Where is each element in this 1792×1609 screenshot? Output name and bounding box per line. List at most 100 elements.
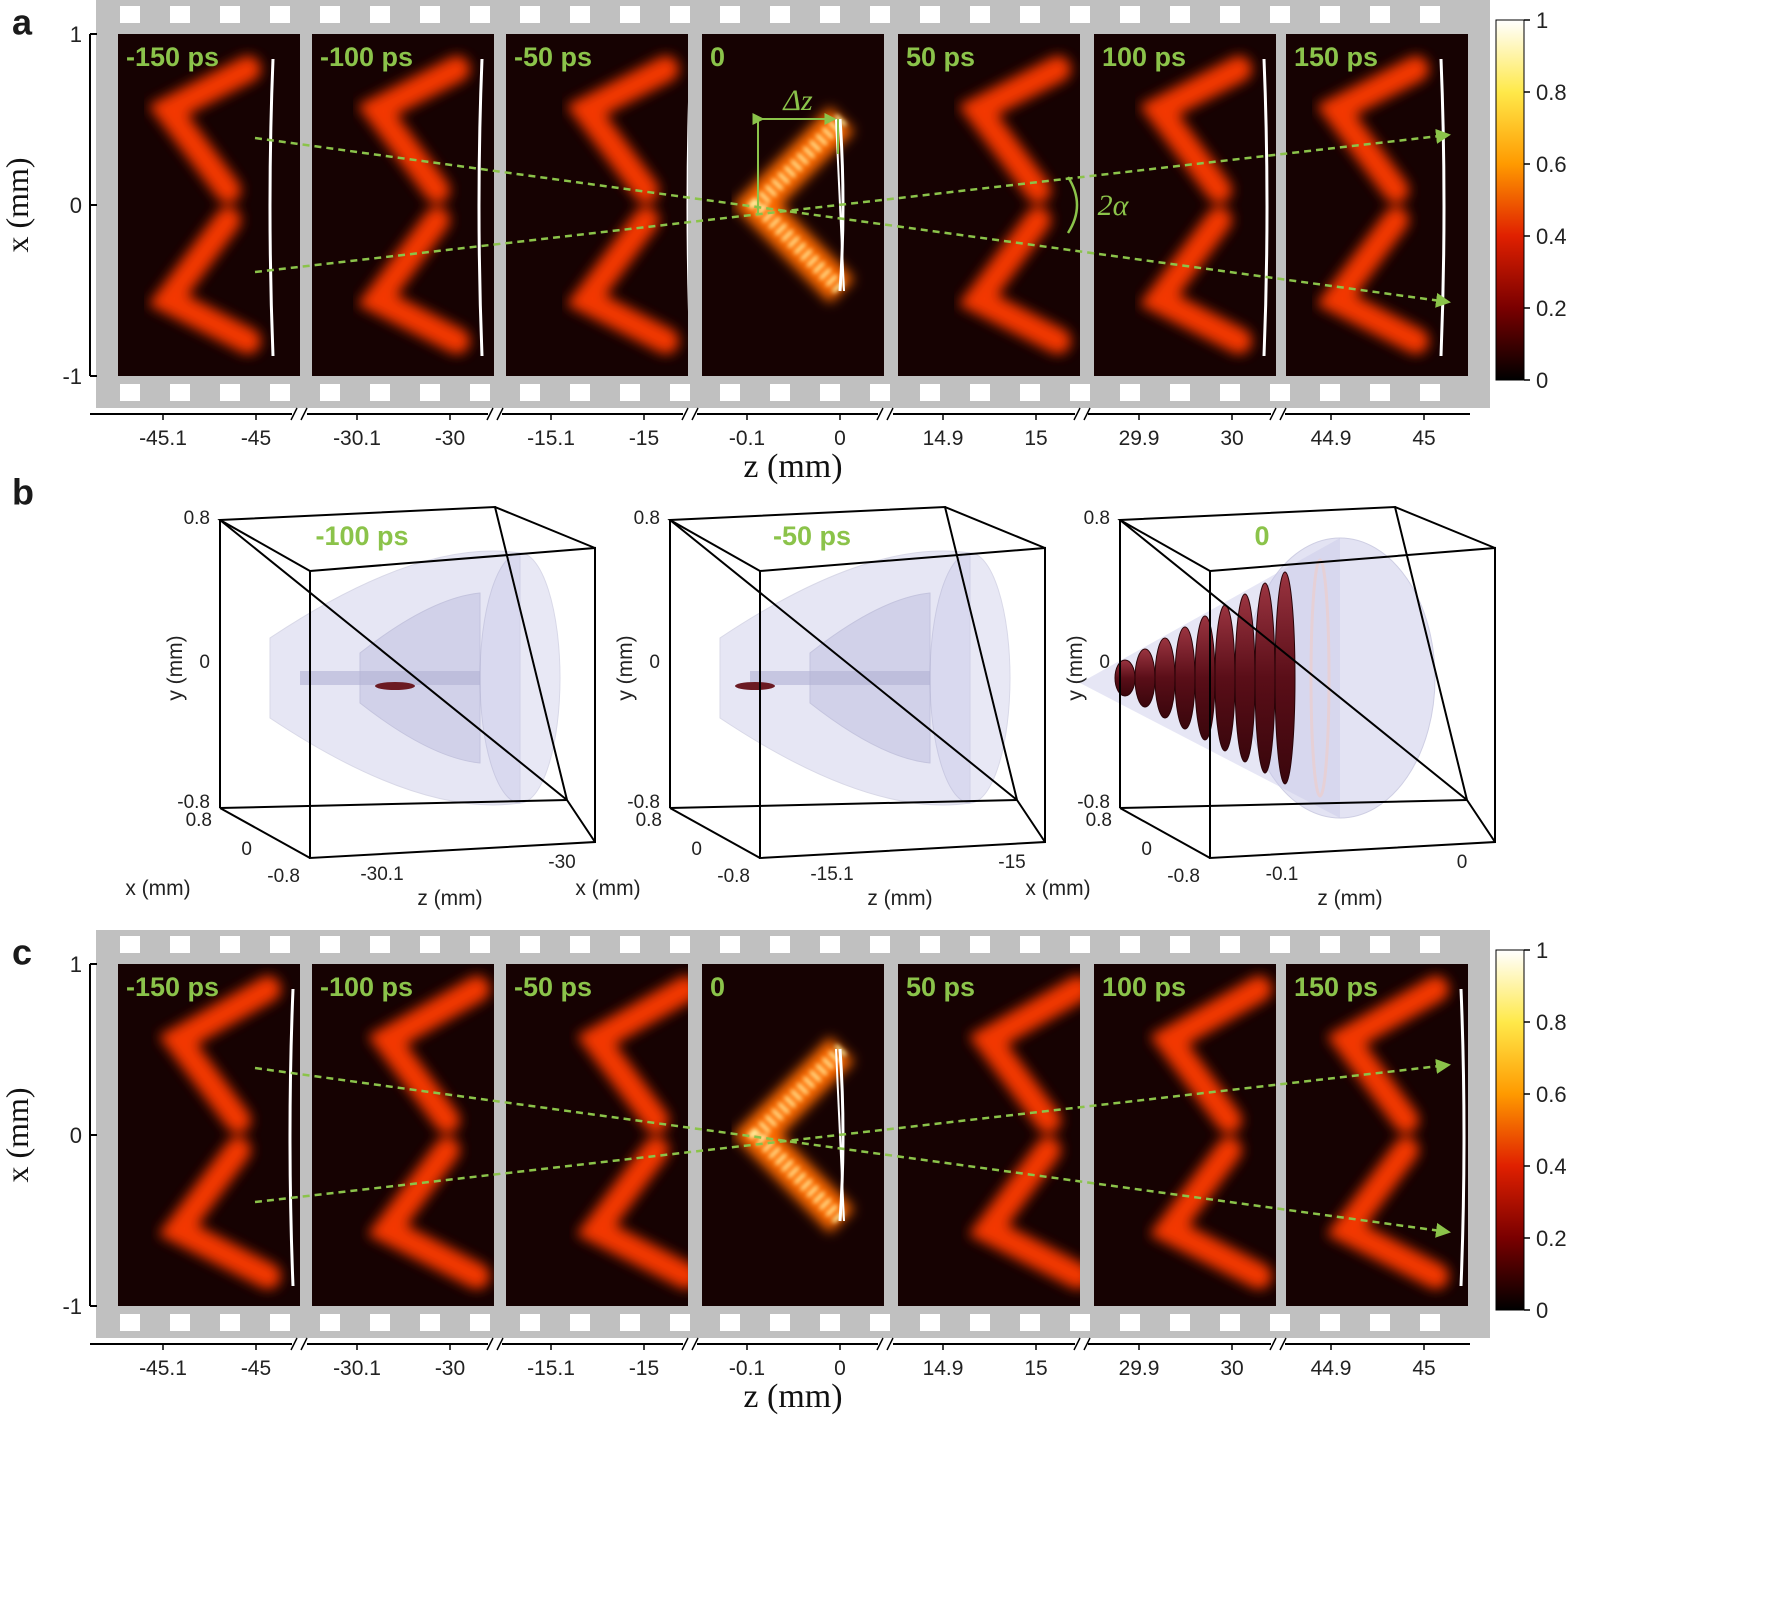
sprocket-hole	[470, 6, 490, 23]
x-tick-label: -0.8	[717, 866, 750, 887]
sprocket-hole	[120, 6, 140, 23]
beam-intensity	[1326, 976, 1449, 1289]
panel-label: c	[12, 931, 32, 972]
z-tick-label: -30.1	[360, 864, 403, 885]
sprocket-hole	[1220, 936, 1240, 953]
sprocket-hole	[720, 1314, 740, 1331]
frame-time-label: 50 ps	[906, 42, 975, 72]
x-axis-title: x (mm)	[0, 1087, 35, 1182]
y-axis-title: y (mm)	[1064, 635, 1087, 700]
sprocket-hole	[970, 936, 990, 953]
sprocket-hole	[1420, 936, 1440, 953]
z-tick-label: 0	[1457, 852, 1468, 873]
sprocket-hole	[920, 1314, 940, 1331]
iso-surface	[735, 682, 775, 690]
sprocket-hole	[320, 1314, 340, 1331]
y-tick-label: 0.8	[634, 508, 660, 529]
sprocket-hole	[1070, 1314, 1090, 1331]
frame-time-label: 150 ps	[1294, 972, 1378, 1002]
axis-break	[1279, 407, 1287, 421]
sprocket-hole	[270, 1314, 290, 1331]
colorbar-tick-label: 1	[1536, 8, 1548, 33]
interference-fringes	[1028, 1109, 1080, 1161]
sprocket-hole	[1120, 384, 1140, 401]
sprocket-hole	[720, 6, 740, 23]
y-tick-label: 0	[199, 652, 210, 673]
x-tick-label: -0.8	[1167, 866, 1200, 887]
z-tick-label: 45	[1412, 427, 1435, 450]
sprocket-hole	[1270, 1314, 1290, 1331]
colorbar-tick-label: 0.8	[1536, 1010, 1567, 1035]
sprocket-hole	[670, 936, 690, 953]
colorbar-tick-label: 0.2	[1536, 1226, 1567, 1251]
sprocket-hole	[1020, 1314, 1040, 1331]
guide-line	[254, 1058, 1451, 1204]
z-tick-label: -0.1	[1266, 864, 1299, 885]
movie-frame: 100 ps	[1094, 34, 1276, 376]
sprocket-hole	[620, 384, 640, 401]
z-tick-label: 30	[1220, 427, 1243, 450]
movie-frame: -100 ps	[312, 964, 494, 1306]
pulse-front-line	[1262, 58, 1269, 357]
pulse-front-line	[288, 988, 295, 1287]
y-tick-label: 0.8	[184, 508, 210, 529]
axis-break	[300, 1337, 308, 1351]
x-tick-label: 0	[70, 193, 82, 218]
panel-b: b -100 ps 0.8 0 -0.8 y (mm) 0.8 0 -0.8 x (mm) -30.…	[12, 471, 1496, 910]
frame-time-label: 150 ps	[1294, 42, 1378, 72]
guide-lines	[254, 1058, 1451, 1238]
sprocket-hole	[270, 6, 290, 23]
sprocket-hole	[570, 384, 590, 401]
axis-break	[290, 1337, 298, 1351]
ring-highlight	[1309, 558, 1331, 798]
frame-background	[702, 964, 884, 1306]
interference-fringes	[1209, 1109, 1276, 1161]
z-axis-title: z (mm)	[867, 887, 932, 910]
sprocket-hole	[320, 936, 340, 953]
z-tick-label: -0.1	[729, 1357, 765, 1380]
sprocket-hole	[220, 1314, 240, 1331]
x-tick-label: -0.8	[267, 866, 300, 887]
colorbar-tick-label: 0	[1536, 1298, 1548, 1323]
sprocket-hole	[420, 936, 440, 953]
z-tick-label: -30.1	[333, 427, 381, 450]
z-tick-label: -45	[241, 1357, 271, 1380]
sprocket-hole	[920, 6, 940, 23]
pulse-front-line	[268, 58, 275, 357]
movie-frame: -100 ps	[312, 34, 494, 376]
frame-time-label: -150 ps	[126, 42, 219, 72]
delta-z-label: Δz	[782, 84, 813, 117]
bounding-box	[667, 505, 1046, 860]
sprocket-hole	[670, 6, 690, 23]
sprocket-hole	[820, 1314, 840, 1331]
movie-frame: -50 ps	[506, 34, 688, 376]
y-tick-label: -0.8	[1077, 792, 1110, 813]
z-tick-label: 15	[1024, 427, 1047, 450]
sprocket-hole	[170, 384, 190, 401]
sprocket-hole	[1320, 1314, 1340, 1331]
sprocket-hole	[1220, 6, 1240, 23]
z-axis-title: z (mm)	[743, 1378, 842, 1415]
z-tick-label: -15	[629, 1357, 659, 1380]
sprocket-hole	[170, 936, 190, 953]
sprocket-hole	[220, 936, 240, 953]
axis-break	[886, 1337, 894, 1351]
volume-view: 0 0.8 0 -0.8 y (mm) 0.8 0 -0.8 x (mm) -0.1 0 z (mm)	[1025, 505, 1496, 910]
z-tick-label: -45.1	[139, 427, 187, 450]
axis-break	[886, 407, 894, 421]
sprocket-hole	[570, 6, 590, 23]
sprocket-hole	[720, 384, 740, 401]
volume-time-label: -50 ps	[773, 521, 851, 551]
sprocket-hole	[1420, 1314, 1440, 1331]
sprocket-hole	[320, 384, 340, 401]
frame-time-label: -100 ps	[320, 972, 413, 1002]
sprocket-hole	[470, 936, 490, 953]
sprocket-hole	[270, 384, 290, 401]
interference-fringes	[747, 1044, 847, 1226]
interference-fringes	[208, 179, 288, 231]
axis-break	[876, 1337, 884, 1351]
z-tick-label: -0.1	[729, 427, 765, 450]
z-tick-label: 44.9	[1311, 427, 1352, 450]
guide-line	[254, 136, 1451, 308]
sprocket-hole	[320, 6, 340, 23]
